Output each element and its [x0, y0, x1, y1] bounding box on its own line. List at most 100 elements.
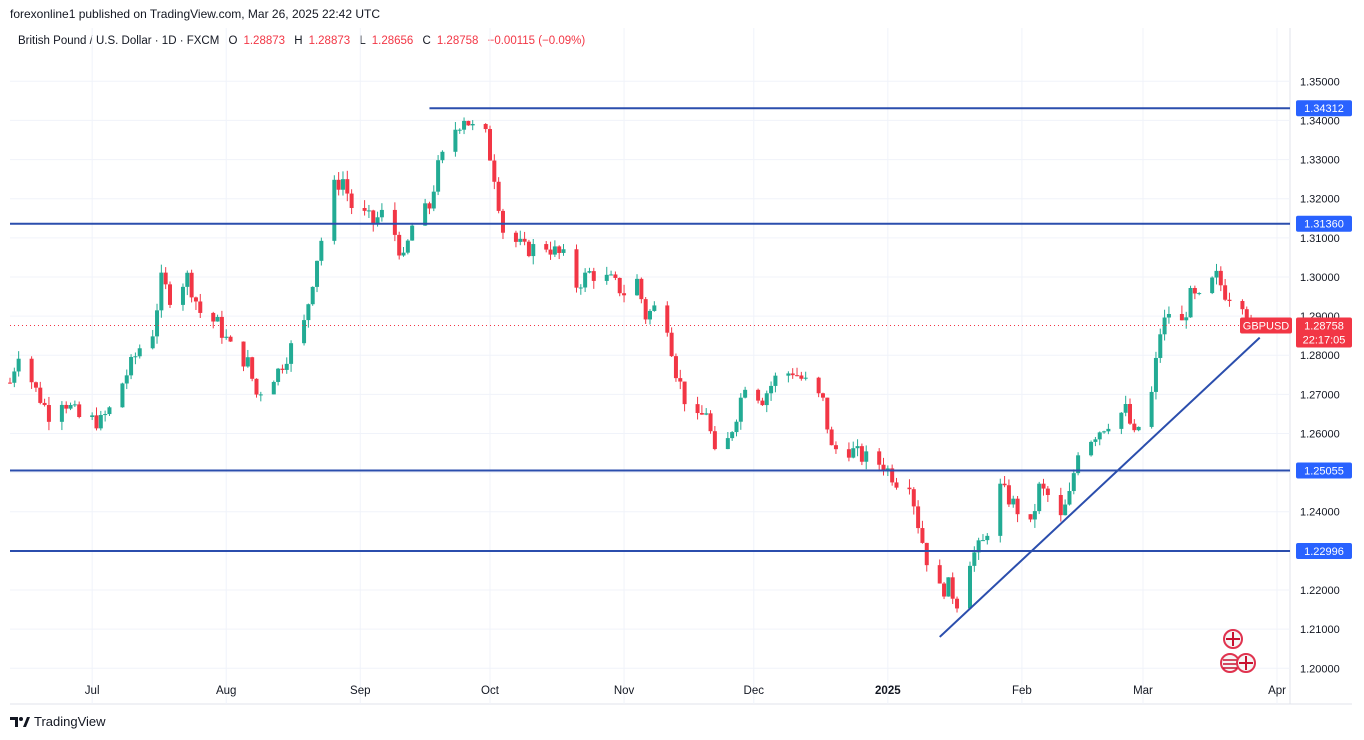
- candle-body: [440, 151, 445, 161]
- candle-body: [591, 271, 596, 281]
- candle-body: [90, 415, 95, 417]
- candle-body: [760, 400, 765, 406]
- symbol-tag: [1240, 317, 1292, 334]
- price-axis: 1.35000 1.34000 1.33000 1.32000 1.31000 1.300…: [1300, 76, 1340, 675]
- candle-body: [159, 272, 164, 311]
- trendline-group: [939, 336, 1261, 638]
- candle-body: [916, 506, 921, 529]
- candle-body: [769, 385, 774, 394]
- candle-body: [315, 260, 320, 287]
- candle-body: [470, 124, 475, 126]
- candle-body: [336, 179, 341, 190]
- candle-body: [712, 431, 717, 450]
- candle-body: [1218, 270, 1223, 286]
- candle-body: [224, 336, 229, 338]
- symbol-title[interactable]: British Pound / U.S. Dollar · 1D · FXCM: [18, 35, 220, 47]
- candle-body: [284, 363, 289, 370]
- y-tick-label: 1.31000: [1300, 233, 1340, 245]
- candle-body: [8, 382, 12, 384]
- candle-body: [77, 404, 82, 417]
- candle-body: [513, 232, 518, 242]
- candle-body: [211, 312, 216, 322]
- candle-body: [1123, 404, 1128, 413]
- candle-body: [673, 356, 678, 379]
- candle-body: [604, 274, 609, 281]
- candle-body: [574, 249, 579, 288]
- candle-body: [133, 356, 138, 358]
- candle-body: [155, 310, 160, 337]
- candle-body: [1058, 495, 1063, 516]
- candle-body: [682, 381, 687, 405]
- candle-body: [397, 234, 402, 256]
- candle-body: [816, 377, 821, 394]
- candle-body: [94, 415, 99, 429]
- y-tick-label: 1.35000: [1300, 76, 1340, 88]
- tv-logo-icon[interactable]: [10, 716, 30, 728]
- last-price-label: 1.28758: [1304, 321, 1344, 333]
- candle-body: [851, 448, 856, 458]
- y-tick-label: 1.28000: [1300, 350, 1340, 362]
- candle-body: [466, 120, 471, 126]
- candle-body: [392, 209, 397, 235]
- candle-body: [483, 124, 488, 130]
- x-tick-label: Sep: [350, 685, 370, 697]
- candle-body: [180, 286, 185, 305]
- candle-body: [998, 483, 1003, 536]
- x-tick-label: Apr: [1268, 685, 1286, 697]
- candle-body: [462, 120, 467, 130]
- candle-body: [864, 451, 869, 462]
- candle-body: [1128, 404, 1132, 424]
- candle-body: [609, 274, 614, 276]
- change-value: −0.00115 (−0.09%): [487, 35, 586, 47]
- candle-body: [877, 451, 882, 465]
- candle-body: [743, 389, 748, 398]
- candle-body: [955, 598, 960, 609]
- candle-body: [972, 552, 977, 566]
- candle-body: [942, 583, 947, 597]
- candle-body: [1106, 428, 1111, 432]
- candle-body: [271, 381, 276, 395]
- price-tags: 1.34312 1.31360 1.25055 1.22996 GBPUSD 1.2875…: [1240, 100, 1352, 560]
- candle-body: [198, 301, 203, 313]
- candle-body: [557, 246, 562, 253]
- candle-body: [976, 540, 981, 553]
- candle-body: [522, 238, 527, 242]
- candle-body: [561, 249, 566, 253]
- candle-body: [526, 241, 531, 257]
- price-chart[interactable]: 1.35000 1.34000 1.33000 1.32000 1.31000 1.300…: [0, 0, 1364, 708]
- candle-body: [730, 432, 735, 439]
- y-tick-label: 1.30000: [1300, 272, 1340, 284]
- candle-body: [215, 316, 220, 322]
- candle-body: [790, 373, 795, 376]
- candle-body: [756, 389, 761, 401]
- candle-body: [1162, 317, 1167, 335]
- candle-body: [795, 375, 800, 377]
- candle-body: [12, 371, 17, 383]
- candle-body: [1002, 483, 1007, 486]
- candle-body: [405, 240, 410, 253]
- symbol-tag-label: GBPUSD: [1243, 321, 1290, 333]
- candle-body: [829, 429, 834, 446]
- x-tick-label: Feb: [1012, 685, 1032, 697]
- candle-body: [1097, 432, 1102, 440]
- candle-body: [276, 368, 281, 382]
- brand-name[interactable]: TradingView: [34, 714, 106, 729]
- candle-body: [1093, 439, 1098, 442]
- candle-body: [734, 421, 739, 433]
- candle-body: [245, 357, 250, 367]
- candle-body: [103, 414, 108, 416]
- close-label: C: [422, 35, 431, 47]
- level-tag-label: 1.31360: [1304, 219, 1344, 231]
- candle-body: [137, 348, 142, 357]
- candle-body: [531, 244, 536, 257]
- candle-body: [1188, 288, 1193, 318]
- candle-body: [708, 413, 713, 432]
- candle-body: [552, 246, 557, 255]
- candle-body: [1184, 317, 1189, 321]
- candle-body: [254, 378, 259, 395]
- candle-body: [825, 397, 830, 430]
- x-tick-label: Jul: [85, 685, 100, 697]
- last-price-tag: [1296, 317, 1352, 348]
- candle-body: [168, 284, 172, 305]
- candle-body: [1119, 412, 1124, 429]
